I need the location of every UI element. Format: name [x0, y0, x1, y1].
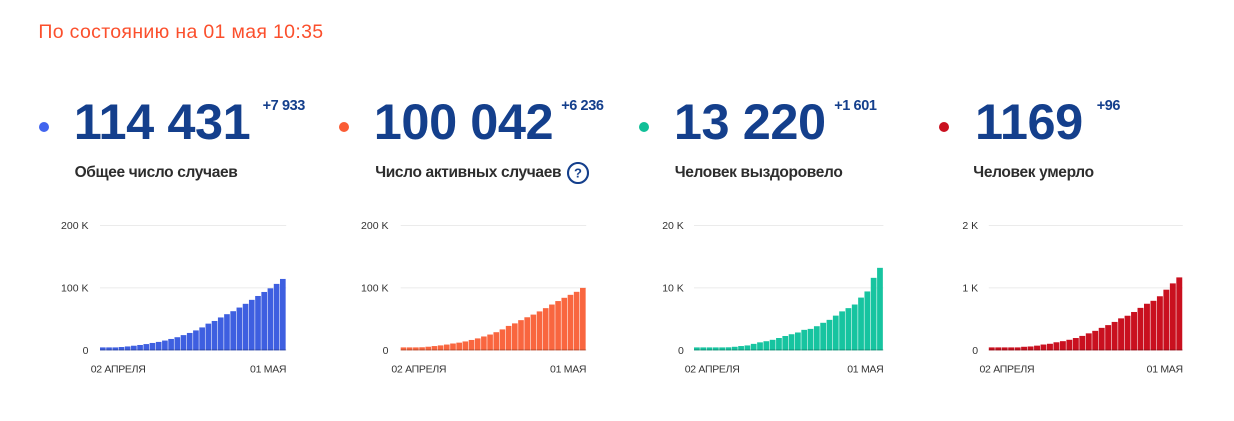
- svg-text:0: 0: [83, 345, 89, 357]
- svg-text:?: ?: [574, 165, 582, 180]
- svg-text:01 МАЯ: 01 МАЯ: [250, 363, 286, 375]
- svg-text:01 МАЯ: 01 МАЯ: [1147, 363, 1183, 375]
- svg-text:01 МАЯ: 01 МАЯ: [847, 363, 883, 375]
- svg-text:02 АПРЕЛЯ: 02 АПРЕЛЯ: [685, 363, 740, 375]
- svg-text:10 K: 10 K: [662, 283, 684, 295]
- svg-text:100 K: 100 K: [361, 283, 388, 295]
- svg-text:100 K: 100 K: [61, 283, 88, 295]
- svg-text:01 МАЯ: 01 МАЯ: [550, 363, 586, 375]
- svg-text:0: 0: [678, 345, 684, 357]
- svg-text:20 K: 20 K: [662, 220, 684, 232]
- svg-text:2 K: 2 K: [962, 220, 978, 232]
- svg-text:0: 0: [972, 345, 978, 357]
- svg-text:1 K: 1 K: [962, 283, 978, 295]
- svg-text:0: 0: [383, 345, 389, 357]
- svg-text:200 K: 200 K: [361, 220, 388, 232]
- svg-text:02 АПРЕЛЯ: 02 АПРЕЛЯ: [980, 363, 1035, 375]
- svg-text:02 АПРЕЛЯ: 02 АПРЕЛЯ: [91, 363, 146, 375]
- svg-text:02 АПРЕЛЯ: 02 АПРЕЛЯ: [391, 363, 446, 375]
- svg-text:200 K: 200 K: [61, 220, 88, 232]
